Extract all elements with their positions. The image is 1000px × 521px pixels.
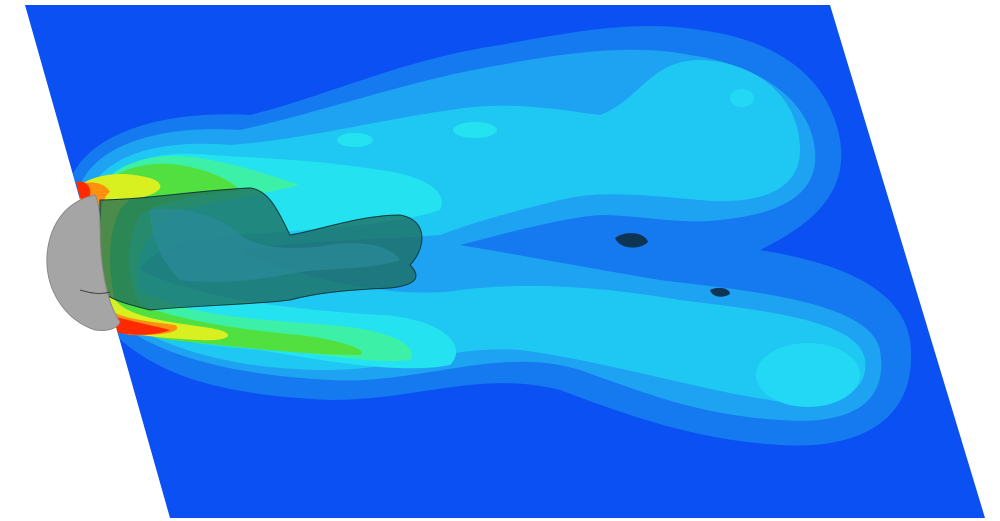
vortex-fragment [710,287,730,297]
sphere [46,194,121,331]
contour-spot [730,89,754,107]
contours [70,25,912,446]
contour-level-9 [76,181,170,335]
contour-spot [453,122,497,138]
sphere-edge [79,289,111,294]
vortex-fragment [615,233,648,248]
contour-spot [337,133,373,147]
contour-spot [756,343,860,407]
isosurface-band [150,208,400,283]
